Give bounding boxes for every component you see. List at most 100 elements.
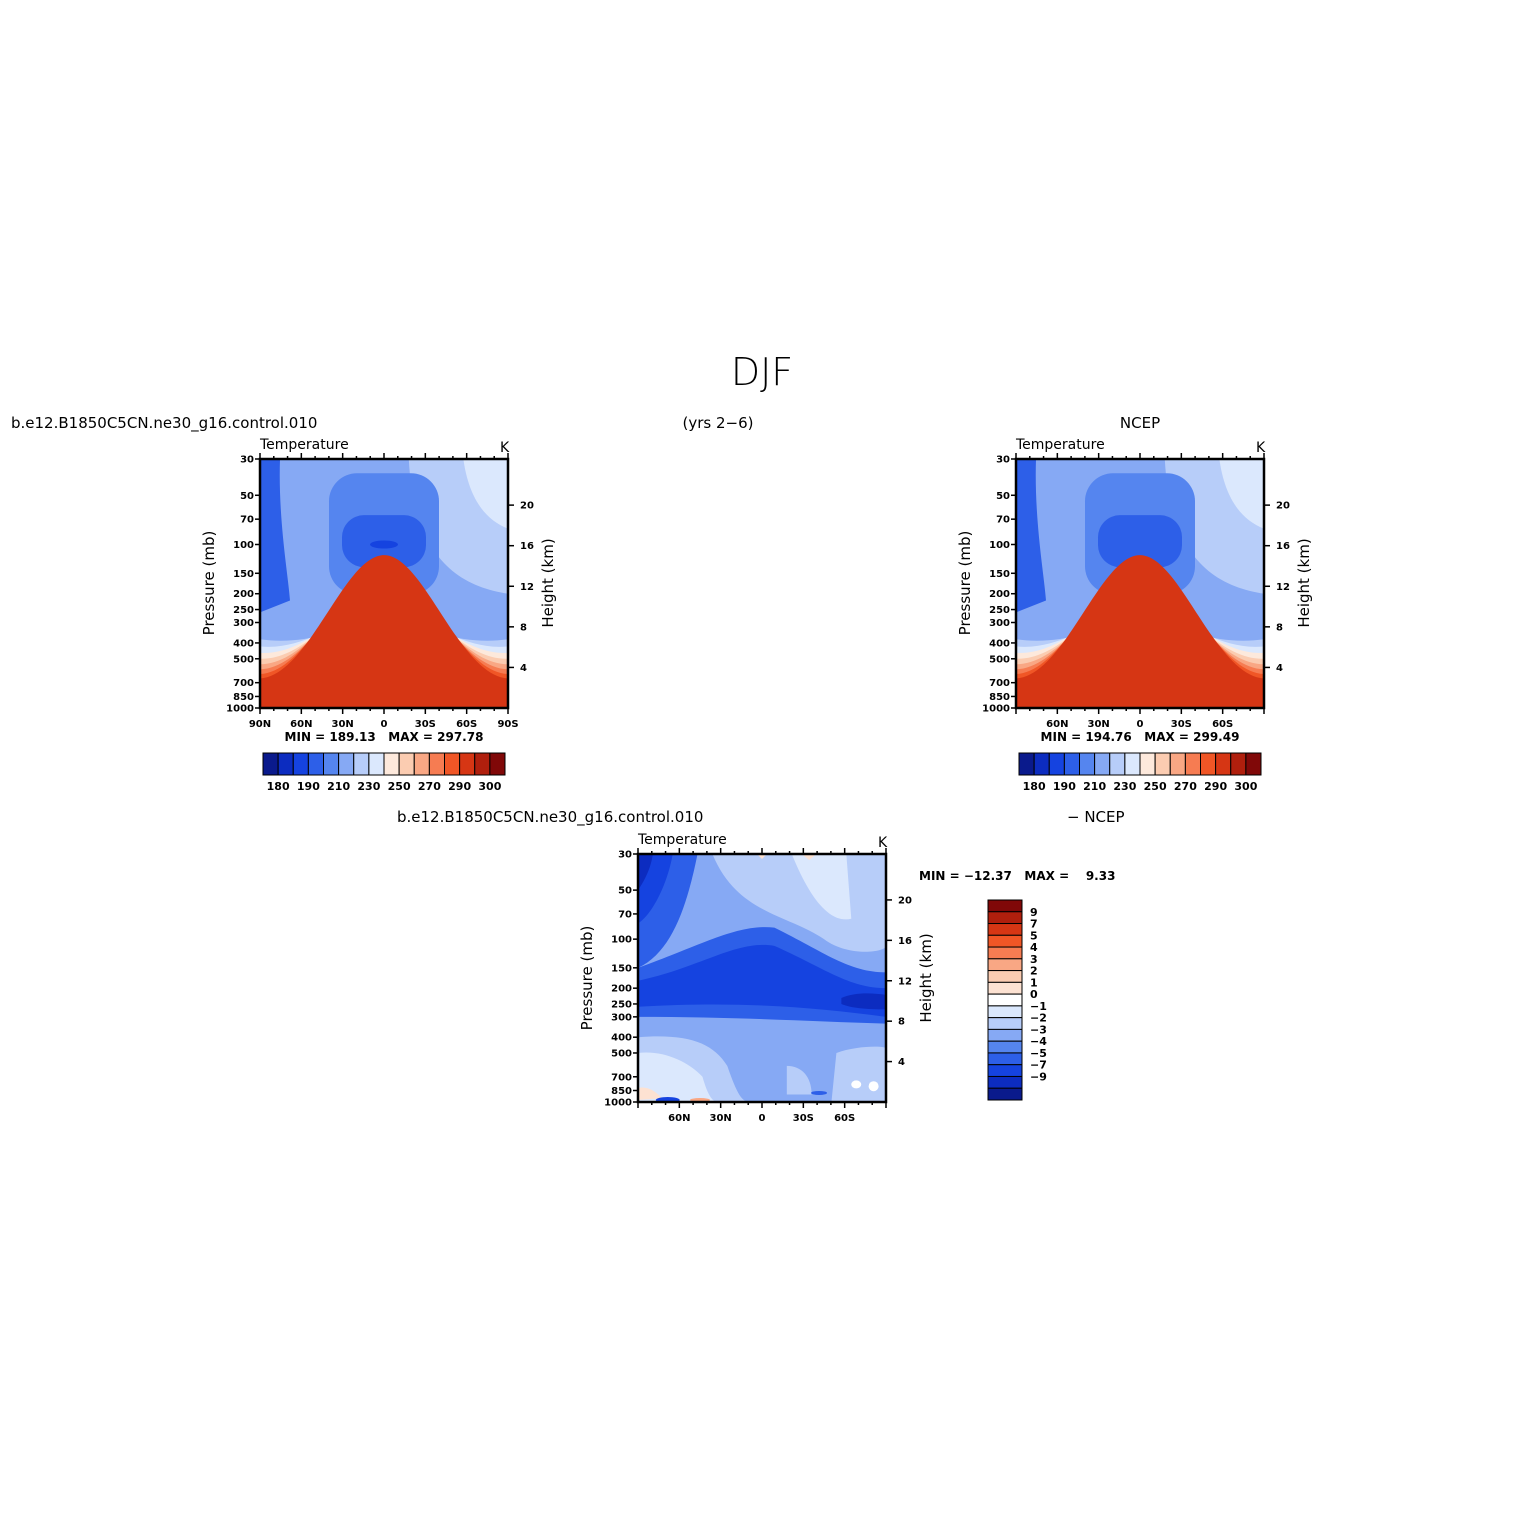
contour-band	[638, 1087, 663, 1100]
colorbar-box	[1139, 752, 1156, 776]
colorbar-label: −3	[1030, 1023, 1047, 1036]
y-tick-label: 250	[989, 605, 1010, 616]
colorbar-label: 180	[267, 780, 290, 793]
colorbar-box	[1109, 752, 1126, 776]
colorbar-box	[428, 752, 445, 776]
colorbar-label: −5	[1030, 1047, 1047, 1060]
colorbar-box	[987, 981, 1023, 995]
colorbar-label: −9	[1030, 1070, 1047, 1083]
y-tick-label: 200	[611, 984, 632, 995]
y2-tick-label: 4	[520, 663, 527, 674]
colorbar-box	[987, 1028, 1023, 1042]
colorbar-label: 230	[1113, 780, 1136, 793]
y-tick-label: 100	[989, 540, 1010, 551]
x-tick-label: 30S	[793, 1113, 814, 1124]
panel-model-contours	[260, 459, 508, 708]
panel-model-y2label: Height (km)	[539, 538, 557, 627]
colorbar-box	[292, 752, 309, 776]
y-tick-label: 400	[233, 638, 254, 649]
panel-obs-ylabel: Pressure (mb)	[956, 531, 974, 636]
colorbar-box	[277, 752, 294, 776]
colorbar-label: 0	[1030, 988, 1038, 1001]
y2-tick-label: 4	[1276, 663, 1283, 674]
y2-tick-label: 8	[898, 1017, 905, 1028]
colorbar-box	[987, 1075, 1023, 1089]
y-tick-label: 100	[233, 540, 254, 551]
colorbar-label: 250	[388, 780, 411, 793]
y-tick-label: 200	[989, 589, 1010, 600]
y-tick-label: 500	[233, 654, 254, 665]
panel-diff-contours	[638, 854, 886, 1102]
colorbar-box	[987, 1005, 1023, 1019]
y-tick-label: 300	[989, 618, 1010, 629]
y-tick-label: 30	[240, 455, 254, 466]
colorbar-box	[262, 752, 279, 776]
x-tick-label: 60S	[456, 719, 477, 730]
x-tick-label: 0	[759, 1113, 766, 1124]
contour-band	[801, 854, 817, 860]
panel-obs-units: K	[1256, 440, 1266, 456]
colorbar-label: 210	[1083, 780, 1106, 793]
colorbar-box	[987, 1017, 1023, 1030]
colorbar-box	[1215, 752, 1232, 776]
colorbar-box	[459, 752, 476, 776]
colorbar-label: 190	[297, 780, 320, 793]
contour-band	[1016, 555, 1264, 708]
y-tick-label: 50	[996, 491, 1010, 502]
panel-diff-axes: 3050701001502002503004005007008501000481…	[604, 848, 912, 1124]
y-tick-label: 1000	[604, 1098, 632, 1109]
obs-name: NCEP	[1120, 414, 1160, 432]
x-tick-label: 30N	[1088, 719, 1110, 730]
panel-model-axes: 3050701001502002503004005007008501000481…	[226, 453, 534, 730]
colorbar-label: 5	[1030, 929, 1038, 942]
panel-obs-axes: 3050701001502002503004005007008501000481…	[982, 453, 1290, 730]
y-tick-label: 150	[611, 963, 632, 974]
y-tick-label: 70	[996, 515, 1010, 526]
panel-difference: Temperature K 30507010015020025030040050…	[578, 832, 1115, 1124]
y-tick-label: 500	[611, 1048, 632, 1059]
colorbar-label: 7	[1030, 918, 1038, 931]
panel-model-ylabel: Pressure (mb)	[200, 531, 218, 636]
y2-tick-label: 12	[898, 976, 912, 987]
colorbar-label: 4	[1030, 941, 1038, 954]
colorbar-box	[1200, 752, 1217, 776]
x-tick-label: 30N	[332, 719, 354, 730]
contour-band	[868, 1081, 879, 1092]
y-tick-label: 100	[611, 935, 632, 946]
colorbar-box	[1184, 752, 1201, 776]
y-tick-label: 400	[611, 1033, 632, 1044]
colorbar-box	[1079, 752, 1096, 776]
colorbar-box	[1245, 752, 1262, 776]
colorbar-box	[1018, 752, 1035, 776]
colorbar-label: 300	[478, 780, 501, 793]
contour-band	[260, 555, 508, 708]
y-tick-label: 700	[233, 678, 254, 689]
x-tick-label: 60N	[668, 1113, 690, 1124]
x-tick-label: 90N	[249, 719, 271, 730]
colorbar-box	[987, 958, 1023, 972]
colorbar-label: 190	[1053, 780, 1076, 793]
colorbar-box	[987, 934, 1023, 948]
y-tick-label: 700	[611, 1072, 632, 1083]
panel-model-colorbar: 180 190 210 230 250 270 290 300	[262, 752, 506, 793]
y-tick-label: 500	[989, 654, 1010, 665]
x-tick-label: 0	[1137, 719, 1144, 730]
panel-obs: Temperature K 30507010015020025030040050…	[956, 437, 1313, 793]
x-tick-label: 60S	[1212, 719, 1233, 730]
colorbar-label: 2	[1030, 965, 1038, 978]
y-tick-label: 250	[611, 999, 632, 1010]
x-tick-label: 60N	[1046, 719, 1068, 730]
x-tick-label: 0	[381, 719, 388, 730]
colorbar-label: 300	[1234, 780, 1257, 793]
colorbar-label: 230	[357, 780, 380, 793]
colorbar-label: 290	[448, 780, 471, 793]
y-tick-label: 250	[233, 605, 254, 616]
y-tick-label: 70	[618, 909, 632, 920]
panel-obs-variable: Temperature	[1015, 437, 1105, 453]
contour-band	[1219, 459, 1264, 529]
y-tick-label: 50	[240, 491, 254, 502]
colorbar-box	[987, 993, 1023, 1007]
y-tick-label: 300	[611, 1012, 632, 1023]
